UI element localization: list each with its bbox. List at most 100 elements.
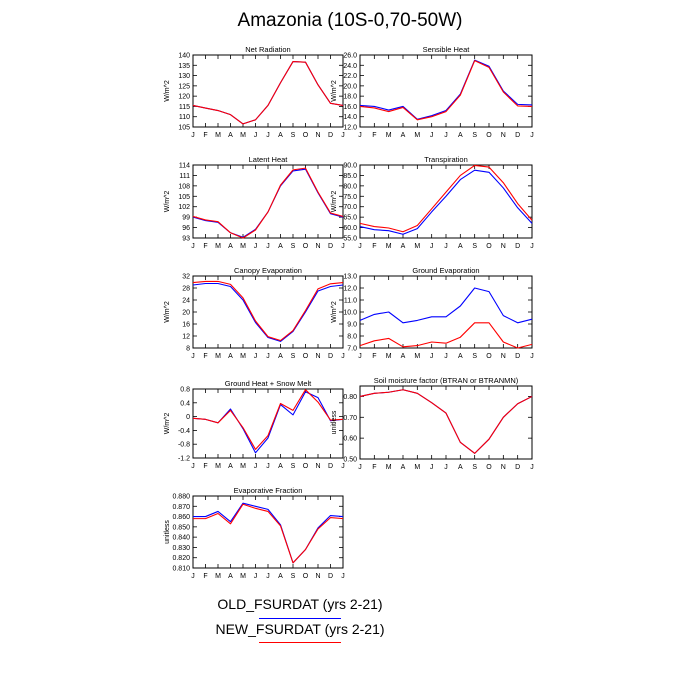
series-line-old <box>192 168 344 238</box>
y-tick-label: 26.0 <box>343 53 357 60</box>
x-tick-label: J <box>341 243 345 250</box>
panel-soil-moisture-factor-btran-or-btranmn: Soil moisture factor (BTRAN or BTRANMN) J… <box>331 376 534 471</box>
x-tick-label: S <box>291 353 296 360</box>
x-tick-label: N <box>315 573 320 580</box>
y-tick-label: 120 <box>178 94 190 101</box>
figure-title: Amazonia (10S-0,70-50W) <box>237 10 463 31</box>
x-tick-label: S <box>472 353 477 360</box>
series-line-new <box>359 164 533 233</box>
x-tick-label: M <box>215 243 221 250</box>
y-tick-label: 135 <box>178 63 190 70</box>
x-tick-label: M <box>240 243 246 250</box>
y-tick-label: 55.0 <box>343 236 357 243</box>
x-tick-label: N <box>315 243 320 250</box>
legend-entry-new: NEW_FSURDAT (yrs 2-21) <box>0 621 600 637</box>
x-tick-label: A <box>228 353 233 360</box>
y-tick-label: 0.60 <box>343 436 357 443</box>
legend-label-old: OLD_FSURDAT (yrs 2-21) <box>217 596 383 612</box>
series-line-old <box>192 282 344 342</box>
x-tick-label: O <box>303 573 309 580</box>
panel-title: Latent Heat <box>249 155 289 164</box>
x-tick-label: N <box>501 353 506 360</box>
x-tick-label: O <box>486 464 492 471</box>
y-tick-label: 60.0 <box>343 225 357 232</box>
y-tick-label: 105 <box>178 194 190 201</box>
y-tick-label: 13.0 <box>343 274 357 281</box>
x-tick-label: A <box>278 353 283 360</box>
plot-frame <box>359 164 533 239</box>
y-tick-label: 102 <box>178 204 190 211</box>
x-tick-label: M <box>414 243 420 250</box>
x-tick-label: D <box>515 132 520 139</box>
x-tick-label: J <box>266 463 270 470</box>
x-tick-label: O <box>303 243 309 250</box>
panel-title: Transpiration <box>424 155 468 164</box>
y-tick-label: 0.830 <box>172 545 190 552</box>
legend-label-new: NEW_FSURDAT (yrs 2-21) <box>215 621 385 637</box>
x-tick-label: M <box>215 573 221 580</box>
y-tick-label: 14.0 <box>343 114 357 121</box>
series-line-old <box>192 61 344 125</box>
x-tick-label: A <box>401 243 406 250</box>
series-line-old <box>359 287 533 324</box>
y-tick-label: 80.0 <box>343 183 357 190</box>
series-line-old <box>359 389 533 454</box>
y-tick-label: 28 <box>182 286 190 293</box>
legend-line-old <box>259 618 341 619</box>
x-tick-label: J <box>444 464 448 471</box>
x-tick-label: A <box>278 463 283 470</box>
x-tick-label: M <box>215 353 221 360</box>
x-tick-label: A <box>228 463 233 470</box>
y-tick-label: 24.0 <box>343 63 357 70</box>
x-tick-label: O <box>486 353 492 360</box>
x-tick-label: J <box>254 353 258 360</box>
x-tick-label: N <box>315 132 320 139</box>
x-tick-label: J <box>191 243 195 250</box>
x-tick-label: S <box>472 132 477 139</box>
y-tick-label: 0.80 <box>343 394 357 401</box>
y-tick-label: 24 <box>182 298 190 305</box>
x-tick-label: O <box>303 132 309 139</box>
plot-frame <box>192 164 344 239</box>
y-tick-label: -0.8 <box>178 442 190 449</box>
y-tick-label: 0.70 <box>343 415 357 422</box>
y-tick-label: 0.850 <box>172 524 190 531</box>
x-tick-label: J <box>191 132 195 139</box>
x-tick-label: J <box>530 243 534 250</box>
x-tick-label: J <box>358 353 362 360</box>
x-tick-label: M <box>240 353 246 360</box>
x-tick-label: M <box>386 243 392 250</box>
x-tick-label: J <box>254 132 258 139</box>
x-tick-label: S <box>472 464 477 471</box>
y-tick-label: 75.0 <box>343 194 357 201</box>
y-tick-label: 12.0 <box>343 125 357 132</box>
y-tick-label: 140 <box>178 53 190 60</box>
x-tick-label: F <box>203 132 207 139</box>
x-tick-label: N <box>501 132 506 139</box>
y-tick-label: 11.0 <box>344 298 357 305</box>
x-tick-label: D <box>328 573 333 580</box>
x-tick-label: N <box>501 464 506 471</box>
x-tick-label: J <box>444 243 448 250</box>
x-tick-label: D <box>328 463 333 470</box>
y-tick-label: 0.860 <box>172 514 190 521</box>
x-tick-label: A <box>458 464 463 471</box>
y-tick-label: 93 <box>182 236 190 243</box>
plot-frame <box>192 495 344 569</box>
x-tick-label: D <box>328 243 333 250</box>
x-tick-label: O <box>303 463 309 470</box>
y-tick-label: 0.820 <box>172 555 190 562</box>
x-tick-label: J <box>358 132 362 139</box>
x-tick-label: F <box>372 243 376 250</box>
x-tick-label: F <box>203 243 207 250</box>
x-tick-label: D <box>328 132 333 139</box>
y-tick-label: 0.810 <box>172 566 190 573</box>
y-tick-label: 20.0 <box>343 83 357 90</box>
y-tick-label: 111 <box>179 173 190 180</box>
series-line-new <box>192 280 344 342</box>
x-tick-label: J <box>358 464 362 471</box>
x-tick-label: F <box>372 353 376 360</box>
